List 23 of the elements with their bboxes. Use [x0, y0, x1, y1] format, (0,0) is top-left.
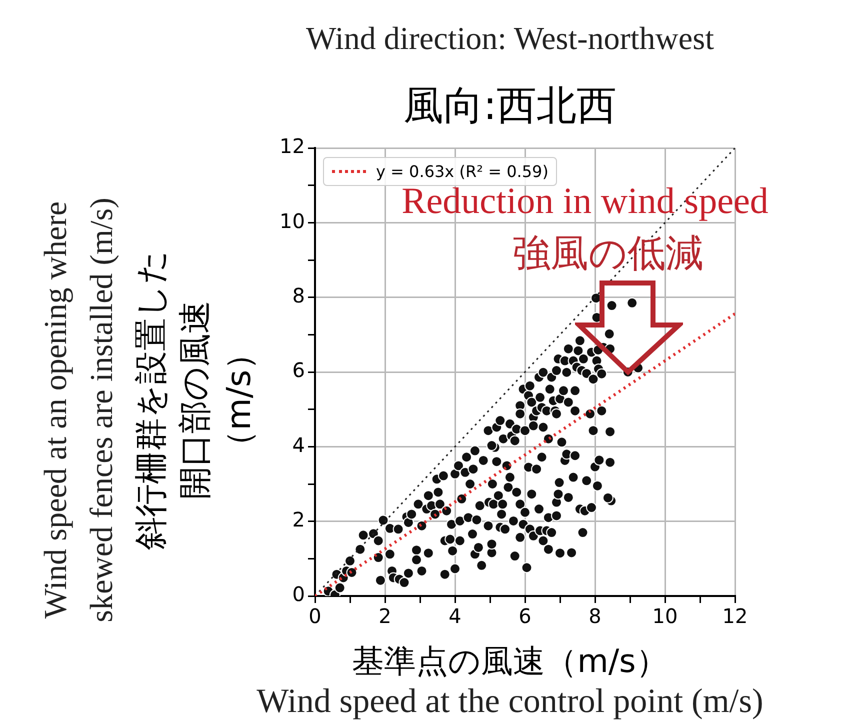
- text: Wind speed at the control point (m/s): [256, 683, 764, 721]
- chart-title: Wind direction: West-northwest: [305, 20, 715, 57]
- y-tick-label: 10: [280, 208, 305, 233]
- y-tick-label: 8: [292, 284, 305, 308]
- y-tick-label: 12: [280, 134, 305, 158]
- chart-subtitle: 風向:西北西: [402, 82, 618, 131]
- x-tick-label: 8: [588, 604, 602, 628]
- annotation: 強風の低減: [512, 230, 704, 277]
- x-tick-label: 0: [308, 604, 322, 628]
- y-axis-title: 斜行柵群を設置した開口部の風速（m/s）: [130, 249, 259, 552]
- x-tick-label: 6: [518, 604, 532, 628]
- x-tick-label: 10: [652, 604, 678, 628]
- legend-label: y = 0.63x (R² = 0.59): [376, 162, 548, 181]
- text: Wind speed at an opening where skewed fences are installed (m/s): [36, 196, 120, 624]
- x-tick-label: 2: [378, 604, 392, 628]
- x-tick-label: 12: [722, 604, 748, 628]
- x-tick-label: 4: [448, 604, 462, 628]
- y-tick-label: 0: [292, 582, 305, 606]
- y-tick-label: 6: [292, 358, 305, 382]
- x-axis-title: 基準点の風速（m/s）: [351, 641, 669, 682]
- y-tick-label: 2: [292, 508, 305, 532]
- annotation: Reduction in wind speed: [400, 181, 770, 222]
- y-tick-label: 4: [292, 432, 305, 457]
